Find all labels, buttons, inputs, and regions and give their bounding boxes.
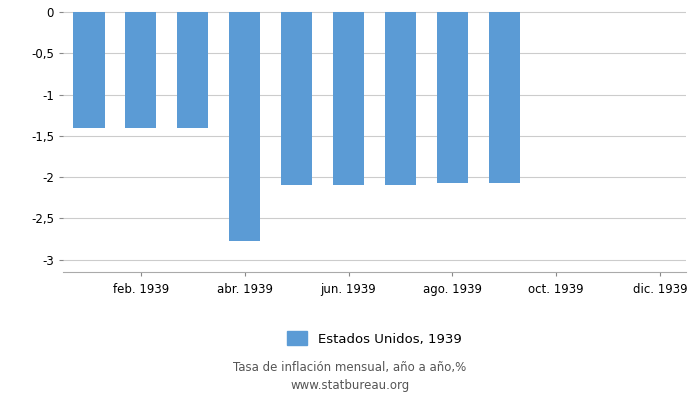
- Bar: [74, 12, 104, 128]
- Text: Tasa de inflación mensual, año a año,%
www.statbureau.org: Tasa de inflación mensual, año a año,% w…: [233, 361, 467, 392]
- Bar: [125, 12, 156, 128]
- Bar: [281, 12, 312, 185]
- Bar: [177, 12, 209, 128]
- Bar: [437, 12, 468, 183]
- Bar: [489, 12, 520, 183]
- Bar: [385, 12, 416, 185]
- Bar: [333, 12, 364, 185]
- Bar: [229, 12, 260, 242]
- Legend: Estados Unidos, 1939: Estados Unidos, 1939: [282, 326, 467, 351]
